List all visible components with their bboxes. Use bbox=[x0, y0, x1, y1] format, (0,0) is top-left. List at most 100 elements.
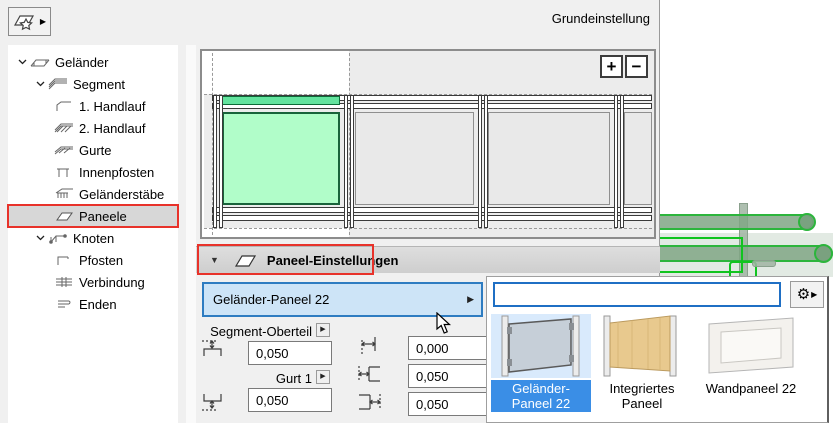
offset-field-2[interactable] bbox=[408, 364, 488, 388]
preview-rail-second bbox=[212, 103, 652, 109]
flyout-arrow-icon: ▶ bbox=[811, 290, 818, 299]
chevron-down-icon[interactable] bbox=[34, 235, 46, 241]
panel-icon bbox=[233, 253, 257, 268]
thumbnail-gelaender-paneel-22[interactable]: Geländer-Paneel 22 bbox=[491, 314, 591, 412]
top-offset-input[interactable] bbox=[248, 341, 332, 365]
flyout-arrow-icon: ▶ bbox=[467, 294, 474, 304]
connection-icon bbox=[54, 275, 74, 289]
preview-post bbox=[620, 95, 624, 228]
preview-rail-base bbox=[212, 215, 652, 221]
panel-settings-section-header[interactable]: ▼ Paneel-Einstellungen bbox=[196, 246, 660, 273]
preview-guide-line bbox=[212, 53, 213, 235]
horizontal-offset-end-icon bbox=[356, 390, 384, 414]
favorites-button[interactable]: ▶ bbox=[8, 7, 51, 36]
sidebar-item-pfosten[interactable]: Pfosten bbox=[8, 249, 178, 271]
offset-field-3[interactable] bbox=[408, 392, 488, 416]
thumbnail-integriertes-paneel[interactable]: Integriertes Paneel bbox=[597, 314, 687, 412]
thumbnail-wandpaneel-22[interactable]: Wandpaneel 22 bbox=[691, 314, 811, 397]
post-icon bbox=[54, 253, 74, 267]
preview-post bbox=[213, 95, 217, 228]
preview-panel[interactable] bbox=[624, 112, 652, 205]
thumbnail-label: Geländer-Paneel 22 bbox=[491, 380, 591, 412]
preview-post bbox=[219, 95, 223, 228]
settings-button[interactable]: ⚙ ▶ bbox=[790, 281, 824, 308]
railing-structure-tree: Geländer Segment 1. Handlauf 2. Handlauf… bbox=[7, 45, 179, 423]
sidebar-item-segment[interactable]: Segment bbox=[8, 73, 178, 95]
preview-handrail-top bbox=[212, 95, 652, 101]
mouse-cursor bbox=[436, 312, 453, 335]
sidebar-item-verbindung[interactable]: Verbindung bbox=[8, 271, 178, 293]
flyout-arrow-icon: ▶ bbox=[320, 373, 326, 380]
sidebar-item-knoten[interactable]: Knoten bbox=[8, 227, 178, 249]
sidebar-item-label: Gurte bbox=[79, 142, 112, 158]
sidebar-item-handlauf2[interactable]: 2. Handlauf bbox=[8, 117, 178, 139]
sidebar-item-label: 2. Handlauf bbox=[79, 120, 146, 136]
sidebar-item-label: Enden bbox=[79, 296, 117, 312]
chevron-down-icon[interactable] bbox=[34, 81, 46, 87]
panel-icon bbox=[54, 209, 74, 223]
top-offset-flyout-button[interactable]: ▶ bbox=[316, 323, 330, 337]
panel-chooser-popup: ⚙ ▶ Geländer-Paneel 22 bbox=[486, 276, 829, 423]
thumbnail-label: Integriertes Paneel bbox=[609, 381, 675, 411]
sidebar-item-gelaender[interactable]: Geländer bbox=[8, 51, 178, 73]
sidebar-item-label: Geländerstäbe bbox=[79, 186, 165, 202]
dialog-mode-label: Grundeinstellung bbox=[551, 11, 650, 26]
3d-handrail-cap-lower bbox=[814, 244, 833, 263]
inner-post-icon bbox=[54, 165, 74, 179]
ends-icon bbox=[54, 297, 74, 311]
segment-preview[interactable]: + − bbox=[200, 49, 656, 239]
preview-selected-panel[interactable] bbox=[222, 112, 340, 205]
3d-bracket-arm bbox=[752, 260, 776, 267]
sidebar-item-label: Pfosten bbox=[79, 252, 124, 268]
3d-selected-panel-outline bbox=[655, 237, 743, 273]
3d-handrail-cap-upper bbox=[798, 213, 816, 231]
handrail-1-icon bbox=[54, 99, 74, 113]
strap-label: Gurt 1 bbox=[275, 371, 312, 386]
strap-flyout-button[interactable]: ▶ bbox=[316, 370, 330, 384]
thumbnail-label: Wandpaneel 22 bbox=[705, 381, 797, 396]
preview-panel[interactable] bbox=[355, 112, 474, 205]
sidebar-item-label: Innenpfosten bbox=[79, 164, 155, 180]
preview-post bbox=[344, 95, 348, 228]
preview-post bbox=[478, 95, 482, 228]
wall-panel-preview-image bbox=[691, 314, 811, 378]
railing-icon bbox=[30, 55, 50, 69]
gear-icon: ⚙ bbox=[796, 286, 811, 303]
handrail-2-icon bbox=[54, 121, 74, 135]
collapse-triangle-icon[interactable]: ▼ bbox=[210, 255, 219, 265]
flyout-arrow-icon: ▶ bbox=[320, 326, 326, 333]
top-offset-icon bbox=[200, 337, 230, 365]
flyout-arrow-icon: ▶ bbox=[39, 17, 47, 26]
sidebar-gutter bbox=[186, 45, 196, 423]
search-input[interactable] bbox=[493, 282, 781, 307]
preview-post bbox=[614, 95, 618, 228]
node-icon bbox=[48, 231, 68, 245]
zoom-in-button[interactable]: + bbox=[600, 55, 623, 78]
segment-icon bbox=[48, 77, 68, 91]
preview-panel[interactable] bbox=[488, 112, 610, 205]
sidebar-item-gelaenderstaebe[interactable]: Geländerstäbe bbox=[8, 183, 178, 205]
preview-guide-line bbox=[204, 94, 652, 95]
chevron-down-icon[interactable] bbox=[16, 59, 28, 65]
preview-guide-line bbox=[349, 53, 350, 235]
horizontal-offset-mid-icon bbox=[356, 362, 384, 386]
offset-field-1[interactable] bbox=[408, 336, 488, 360]
sidebar-item-innenpfosten[interactable]: Innenpfosten bbox=[8, 161, 178, 183]
rails-icon bbox=[54, 143, 74, 157]
preview-rail-bottom bbox=[212, 207, 652, 213]
bottom-offset-input[interactable] bbox=[248, 388, 332, 412]
sidebar-item-gurte[interactable]: Gurte bbox=[8, 139, 178, 161]
preview-post bbox=[484, 95, 488, 228]
sidebar-item-handlauf1[interactable]: 1. Handlauf bbox=[8, 95, 178, 117]
zoom-out-button[interactable]: − bbox=[625, 55, 648, 78]
balusters-icon bbox=[54, 187, 74, 201]
sidebar-item-enden[interactable]: Enden bbox=[8, 293, 178, 315]
panel-type-value: Geländer-Paneel 22 bbox=[213, 292, 330, 307]
sidebar-item-paneele[interactable]: Paneele bbox=[7, 204, 179, 228]
preview-selected-rail-highlight bbox=[222, 96, 340, 105]
panel-type-dropdown[interactable]: Geländer-Paneel 22 ▶ bbox=[202, 282, 483, 317]
preview-guide-line bbox=[204, 228, 652, 229]
wood-panel-preview-image bbox=[597, 314, 687, 378]
sidebar-item-label: 1. Handlauf bbox=[79, 98, 146, 114]
